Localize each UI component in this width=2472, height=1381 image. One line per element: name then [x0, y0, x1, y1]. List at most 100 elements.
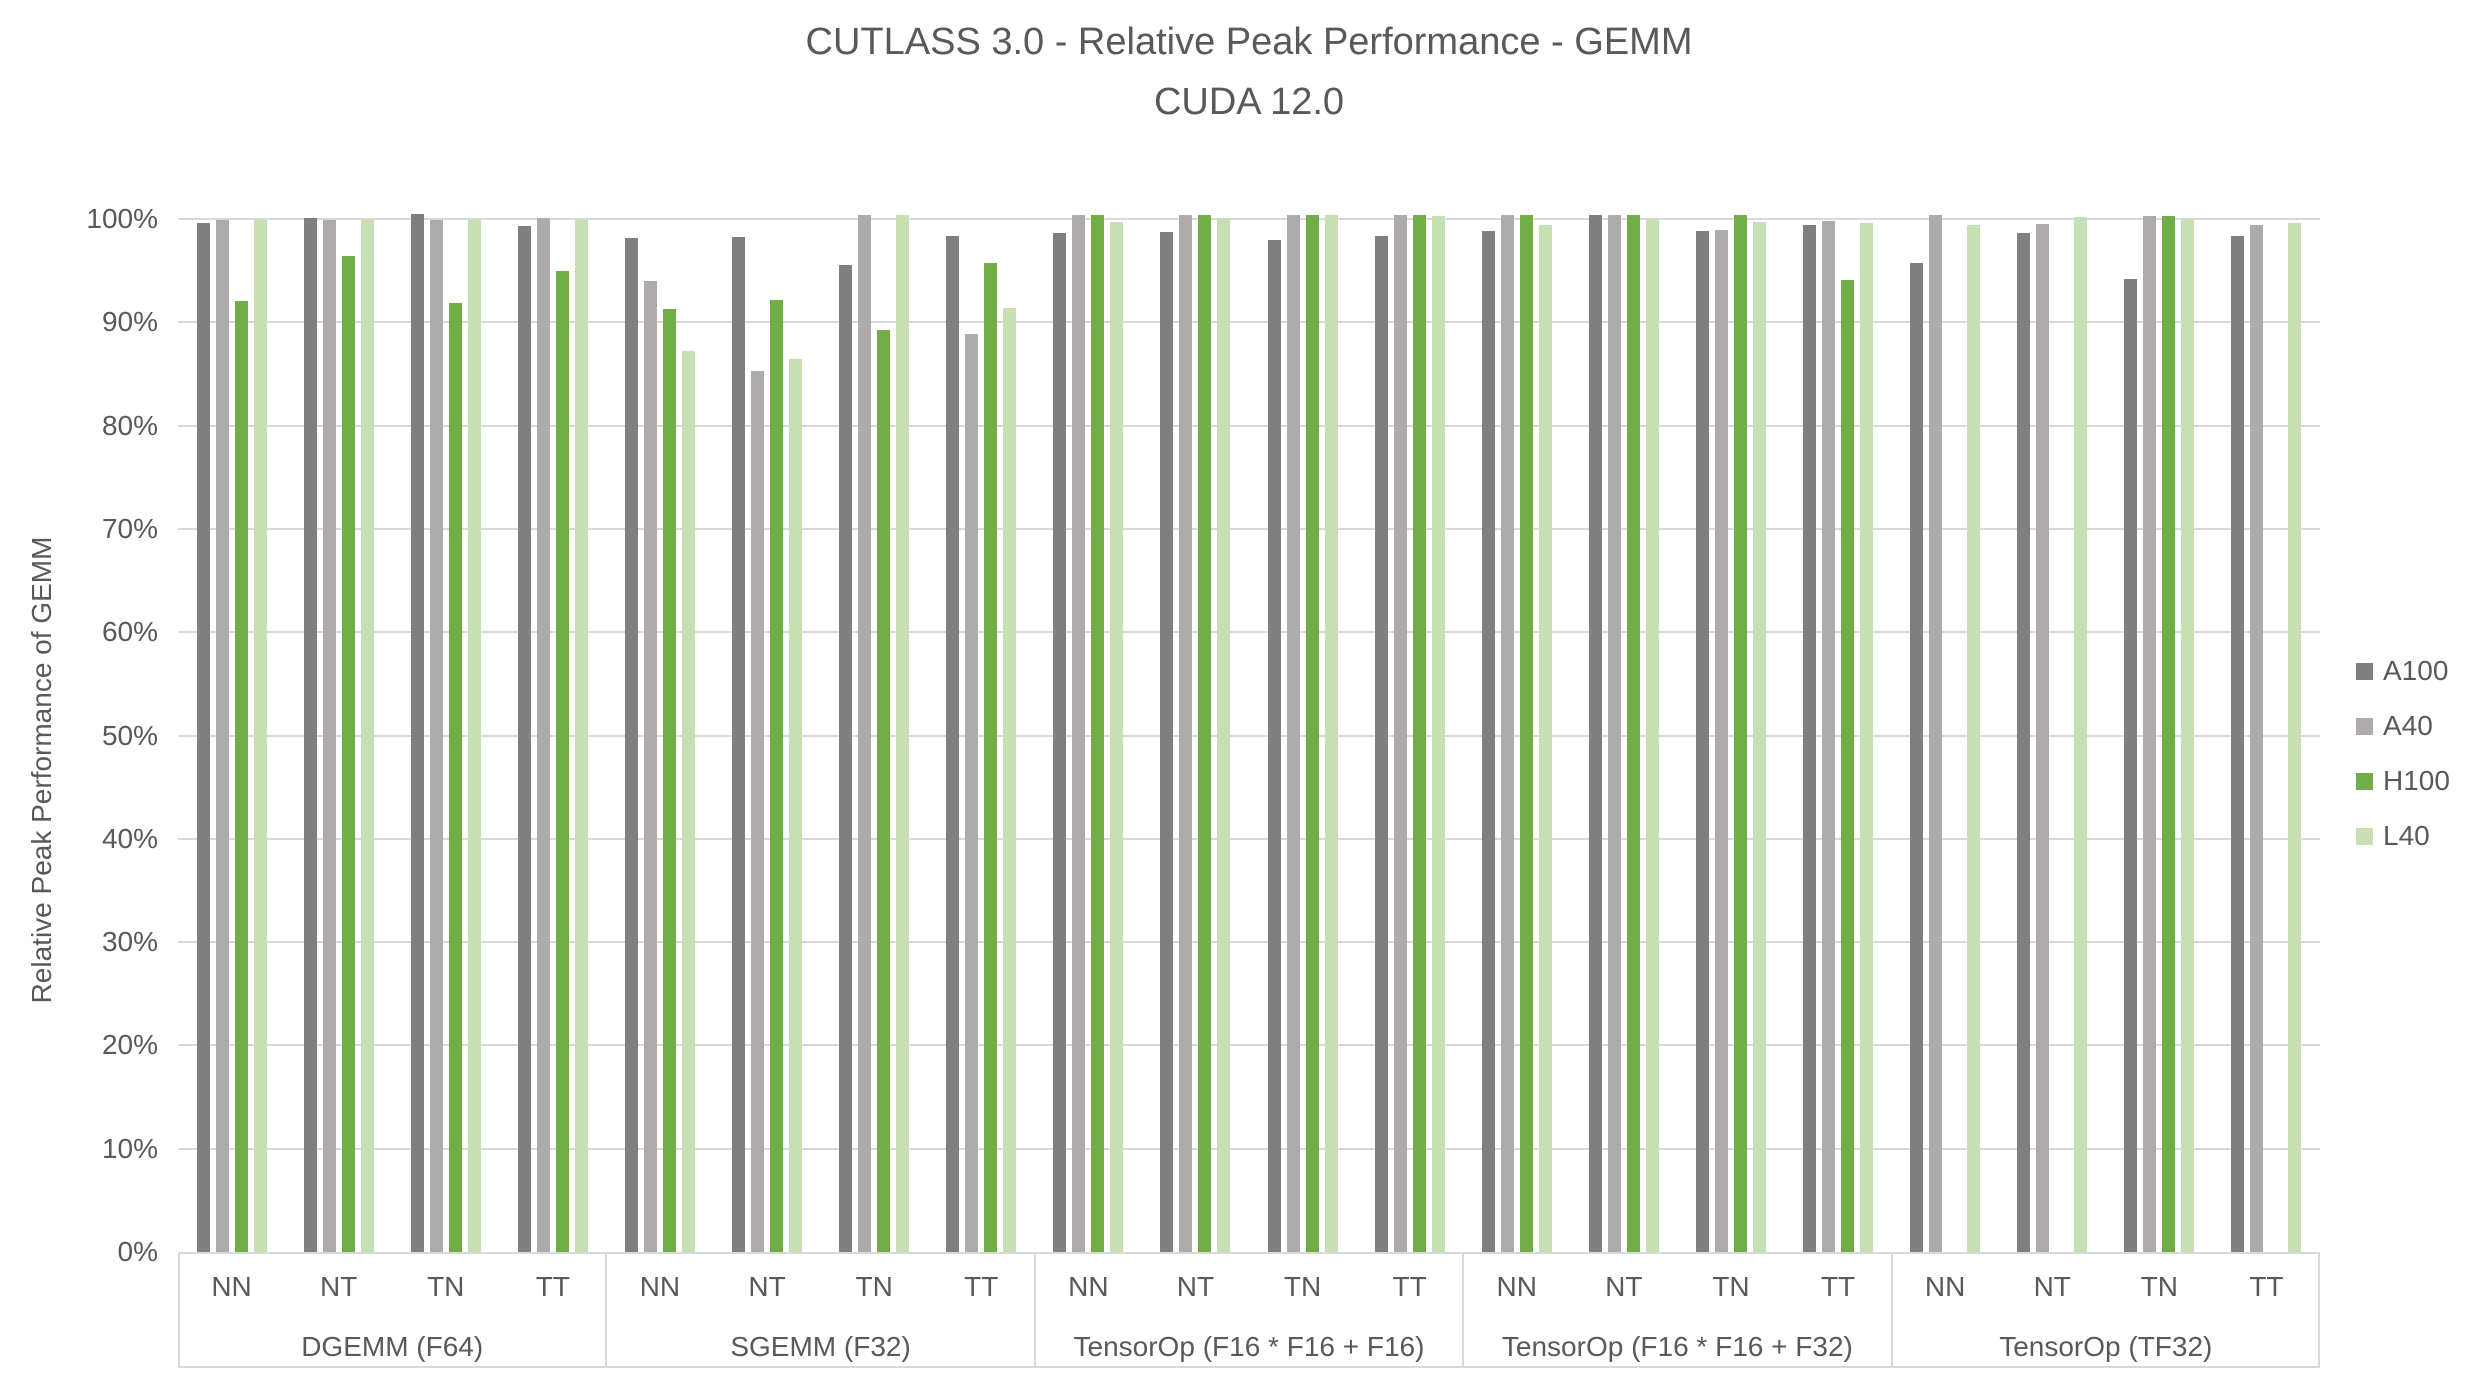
category-tick-label: NT	[1605, 1271, 1643, 1302]
group-separator	[1462, 1252, 1465, 1368]
category-tick-label: TN	[1283, 1271, 1322, 1302]
group-label: DGEMM (F64)	[301, 1331, 484, 1362]
bar-a40-nn	[1500, 214, 1514, 1252]
y-tick-label-10%: 10%	[101, 1132, 158, 1164]
bar-a100-nt	[732, 236, 746, 1252]
bar-a100-tn	[2124, 278, 2138, 1252]
legend-item-a100: A100	[2356, 656, 2450, 686]
bar-a100-nn	[196, 223, 210, 1252]
bar-a40-tn	[429, 220, 443, 1252]
bar-h100-nt	[1198, 214, 1212, 1252]
bar-h100-tn	[448, 302, 462, 1252]
y-tick-label-100%: 100%	[86, 203, 158, 234]
group-label: TensorOp (F16 * F16 + F16)	[1073, 1331, 1425, 1362]
legend-label-a40: A40	[2383, 710, 2433, 741]
bar-l40-tt	[1860, 223, 1874, 1252]
y-tick-label-60%: 60%	[101, 616, 158, 648]
bar-h100-nt	[341, 256, 355, 1252]
bar-a100-tt	[1374, 235, 1388, 1252]
bar-a100-nn	[624, 237, 638, 1252]
legend-label-h100: H100	[2383, 765, 2450, 796]
legend-swatch-a40	[2356, 717, 2373, 735]
category-tick-label: NN	[1496, 1271, 1537, 1302]
chart-title-line1: CUTLASS 3.0 - Relative Peak Performance …	[805, 21, 1693, 63]
bar-a100-nt	[2017, 233, 2031, 1252]
bar-a40-tn	[2143, 215, 2157, 1252]
bar-l40-nn	[1967, 225, 1981, 1252]
bar-a100-nt	[1588, 214, 1602, 1252]
bar-a40-nt	[1607, 214, 1621, 1252]
group-label: SGEMM (F32)	[730, 1331, 911, 1362]
bar-l40-tn	[2181, 219, 2195, 1252]
bar-l40-tt	[574, 220, 588, 1252]
bar-a40-nt	[2036, 224, 2050, 1252]
bar-a100-tn	[410, 213, 424, 1252]
bar-a40-nt	[1179, 214, 1193, 1252]
y-tick-label-70%: 70%	[101, 512, 158, 544]
category-tick-label: TT	[535, 1271, 570, 1302]
bar-a100-nn	[1481, 231, 1495, 1252]
legend-label-l40: L40	[2383, 820, 2430, 851]
legend-item-l40: L40	[2356, 821, 2450, 851]
y-tick-label-40%: 40%	[101, 822, 158, 854]
bar-h100-tt	[555, 270, 569, 1252]
bar-h100-nn	[662, 308, 676, 1252]
bar-l40-nt	[1645, 219, 1659, 1252]
group-label: TensorOp (TF32)	[1999, 1331, 2213, 1362]
group-label: TensorOp (F16 * F16 + F32)	[1501, 1331, 1853, 1362]
bar-h100-nn	[1091, 214, 1105, 1252]
bar-a40-nt	[751, 370, 765, 1252]
category-tick-label: TT	[1392, 1271, 1427, 1302]
bar-l40-nn	[1538, 225, 1552, 1252]
bar-h100-tn	[2162, 215, 2176, 1252]
gridline-10%	[178, 1147, 2320, 1150]
bar-l40-nn	[253, 220, 267, 1252]
category-tick-label: TN	[2140, 1271, 2178, 1302]
gridline-20%	[178, 1044, 2320, 1047]
legend-swatch-a100	[2356, 662, 2373, 680]
bar-a40-tt	[1822, 221, 1836, 1252]
gridline-60%	[178, 631, 2320, 634]
legend-swatch-l40	[2356, 827, 2373, 845]
category-tick-label: NT	[319, 1271, 358, 1302]
bar-a40-tn	[1714, 230, 1728, 1252]
bar-a40-tt	[536, 217, 550, 1252]
bar-a40-nn	[215, 220, 229, 1252]
y-tick-label-90%: 90%	[101, 306, 158, 338]
legend-swatch-h100	[2356, 772, 2373, 790]
bar-a40-tt	[965, 333, 979, 1252]
bar-l40-nn	[681, 351, 695, 1252]
bar-l40-tn	[467, 220, 481, 1252]
bar-h100-tn	[877, 329, 891, 1252]
y-tick-label-50%: 50%	[101, 719, 158, 751]
gridline-40%	[178, 837, 2320, 840]
gridline-50%	[178, 734, 2320, 737]
category-tick-label: TT	[964, 1271, 999, 1302]
bar-h100-tn	[1305, 214, 1319, 1252]
bar-a100-tt	[517, 226, 531, 1252]
group-separator	[605, 1252, 608, 1368]
legend-label-a100: A100	[2383, 655, 2449, 686]
bar-a100-tt	[1803, 225, 1817, 1252]
bar-a100-tn	[839, 265, 853, 1252]
bar-a40-nn	[1072, 214, 1086, 1252]
chart-title-line2: CUDA 12.0	[1153, 81, 1345, 123]
bar-l40-nt	[360, 220, 374, 1252]
category-tick-label: TN	[1712, 1271, 1750, 1302]
category-tick-label: NT	[748, 1271, 786, 1302]
bar-h100-nn	[234, 300, 248, 1252]
gridline-70%	[178, 527, 2320, 530]
bar-l40-tt	[1003, 307, 1017, 1252]
category-tick-label: TT	[1820, 1271, 1856, 1302]
y-tick-label-80%: 80%	[101, 409, 158, 441]
bar-a100-tn	[1267, 239, 1281, 1252]
y-tick-label-20%: 20%	[101, 1029, 158, 1061]
bar-l40-tt	[1431, 215, 1445, 1252]
category-tick-label: NN	[1068, 1271, 1109, 1302]
gridline-30%	[178, 941, 2320, 944]
bar-a100-tn	[1695, 231, 1709, 1252]
bar-a40-tn	[858, 214, 872, 1252]
bar-h100-tt	[984, 263, 998, 1252]
legend: A100 A40 H100 L40	[2356, 656, 2450, 851]
